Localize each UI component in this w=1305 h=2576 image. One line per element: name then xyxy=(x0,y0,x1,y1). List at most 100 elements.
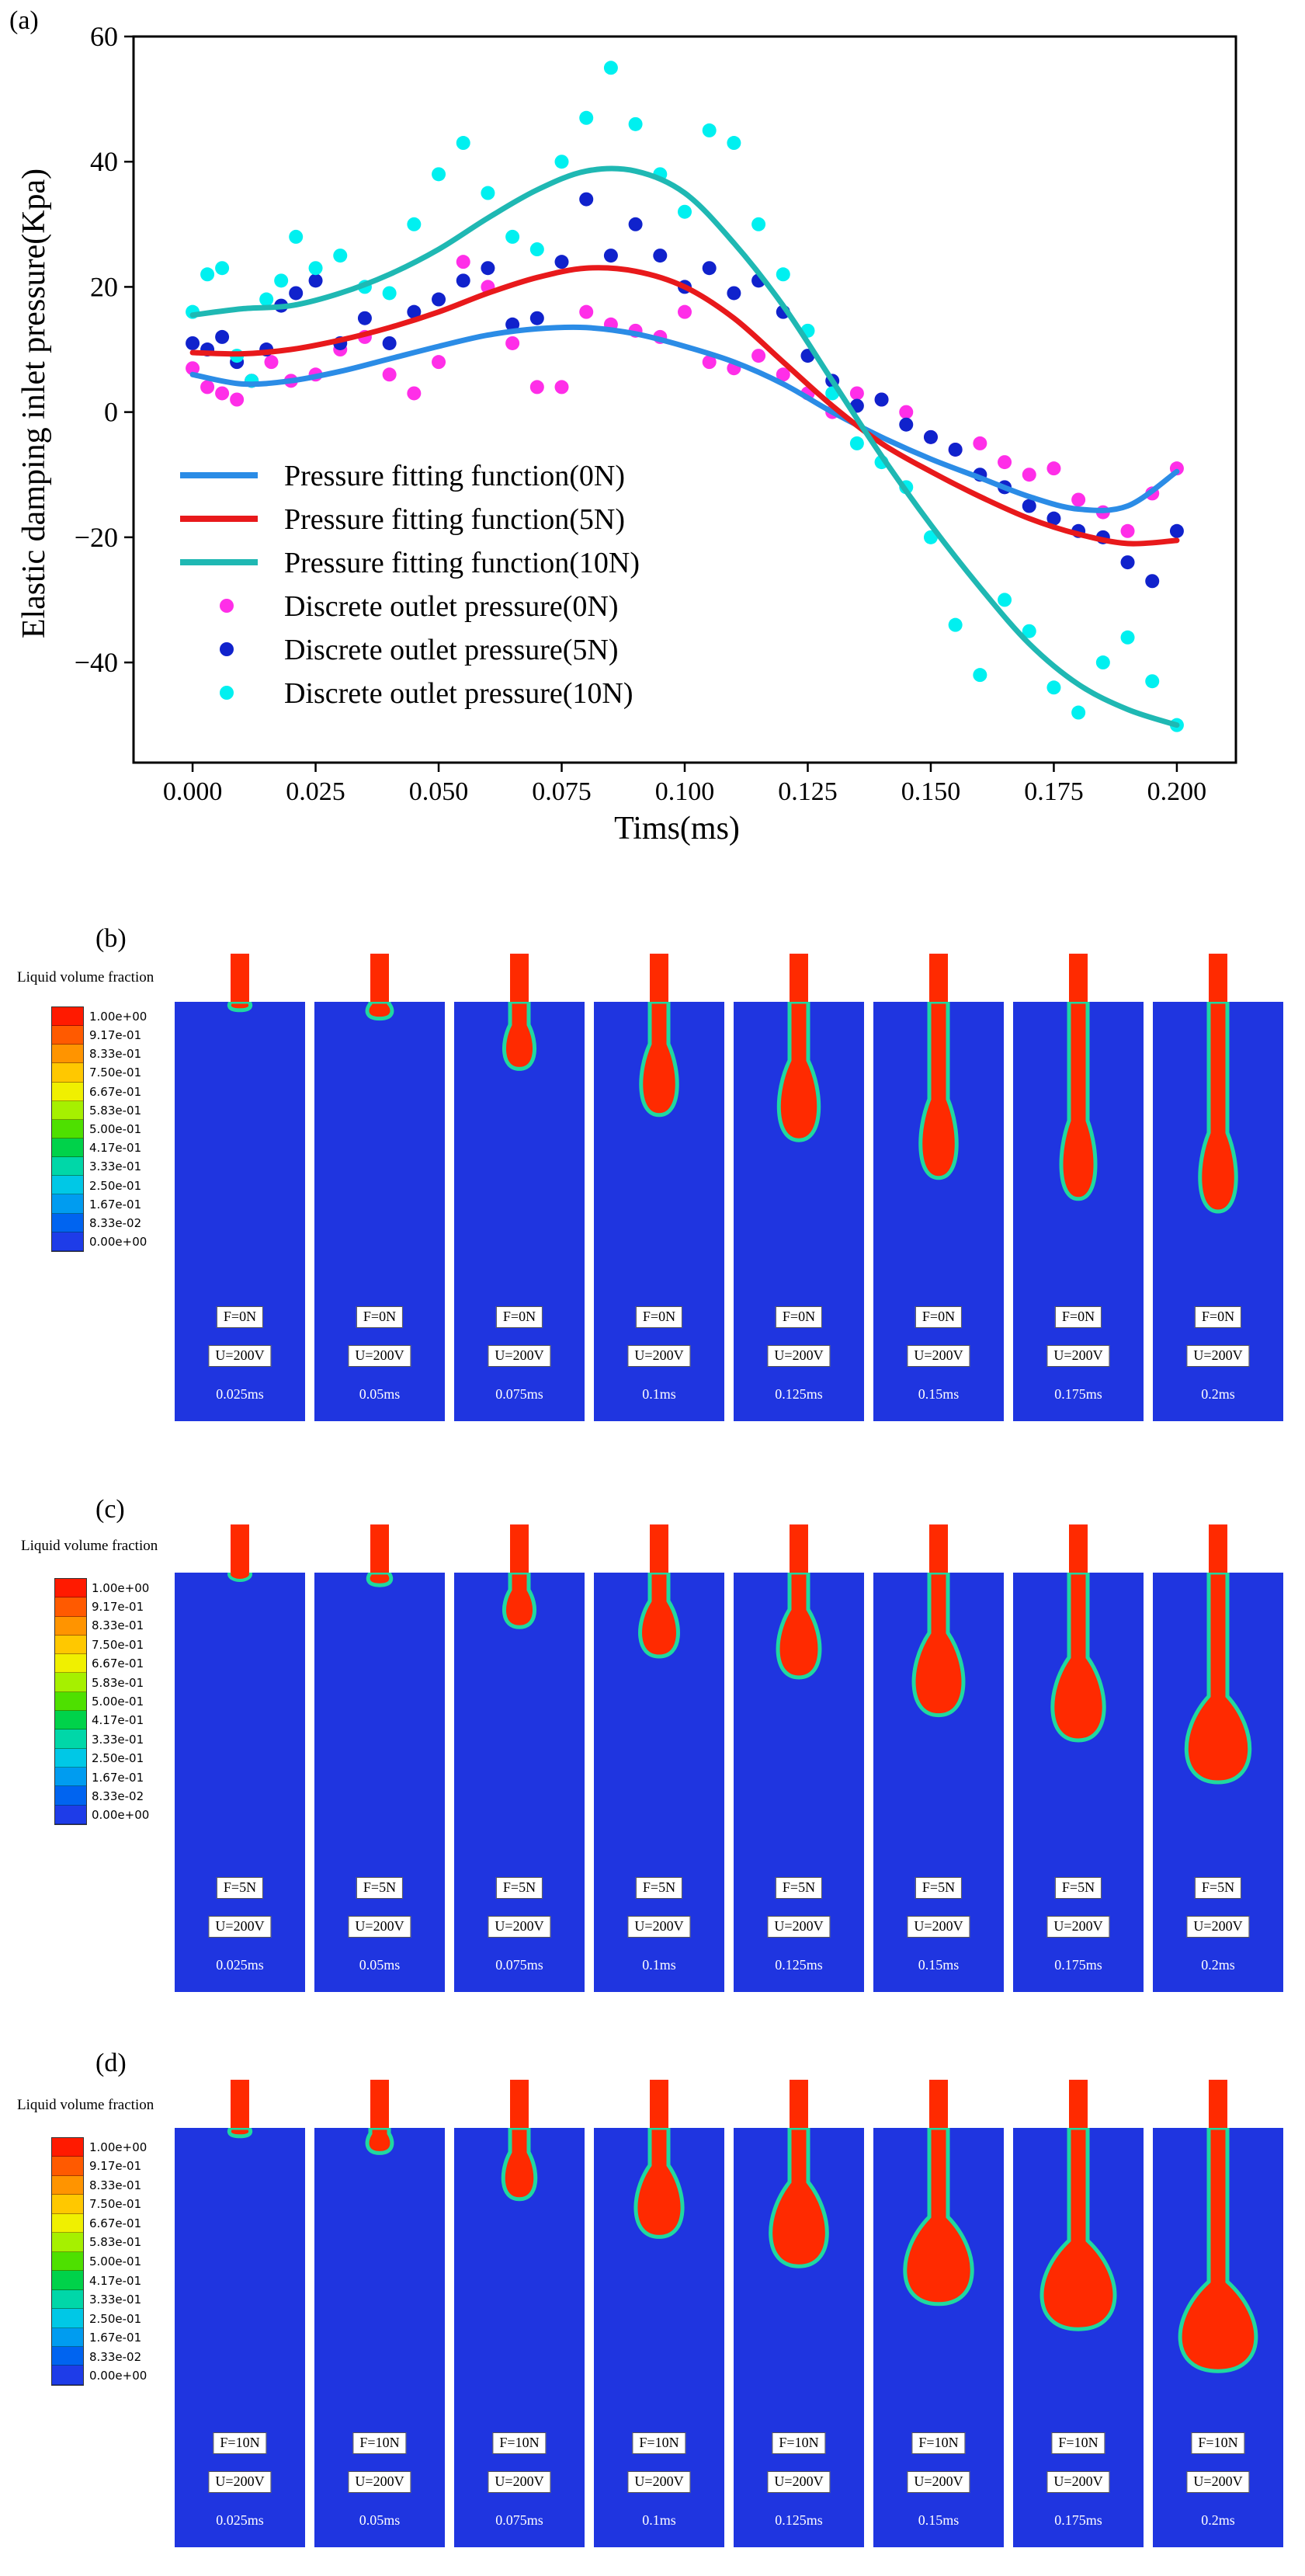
data-point xyxy=(1071,492,1086,507)
time-label: 0.075ms xyxy=(495,1386,543,1402)
jet-shape xyxy=(638,1573,680,1659)
jet-shape xyxy=(365,2128,394,2155)
nozzle-liquid xyxy=(650,954,668,1002)
time-label: 0.125ms xyxy=(775,1957,823,1973)
force-label: F=0N xyxy=(216,1306,264,1328)
time-label: 0.15ms xyxy=(918,1957,960,1973)
data-point xyxy=(554,155,569,169)
nozzle-liquid xyxy=(1069,954,1088,1002)
data-point xyxy=(603,249,618,263)
nozzle-liquid xyxy=(231,1524,249,1573)
colorbar-d xyxy=(51,2137,84,2386)
liquid-jet xyxy=(776,1573,822,1680)
nozzle-liquid xyxy=(1069,1524,1088,1573)
time-label: 0.125ms xyxy=(775,1386,823,1402)
time-label: 0.2ms xyxy=(1201,1386,1235,1402)
voltage-label: U=200V xyxy=(907,1345,970,1367)
simulation-frame: F=0N U=200V 0.1ms xyxy=(594,1002,724,1421)
nozzle-liquid xyxy=(510,2080,529,2128)
simulation-frame: F=0N U=200V 0.2ms xyxy=(1153,1002,1283,1421)
jet-shape xyxy=(776,1002,821,1142)
data-point xyxy=(529,242,544,257)
data-point xyxy=(200,267,215,282)
data-point xyxy=(456,273,470,288)
colorbar-swatch xyxy=(55,1635,86,1655)
simulation-frame: F=10N U=200V 0.1ms xyxy=(594,2128,724,2547)
y-axis-label: Elastic damping inlet pressure(Kpa) xyxy=(16,169,52,638)
data-point xyxy=(923,429,938,444)
colorbar-tick-label: 3.33e-01 xyxy=(89,1159,142,1174)
data-point xyxy=(1145,674,1160,689)
data-point xyxy=(948,442,963,457)
jet-shape xyxy=(365,1002,394,1021)
colorbar-swatch xyxy=(55,1805,86,1824)
colorbar-tick-label: 1.00e+00 xyxy=(89,2140,148,2154)
data-point xyxy=(849,386,864,401)
force-label: F=5N xyxy=(635,1877,683,1899)
data-point xyxy=(702,355,717,370)
jet-shape xyxy=(1039,2128,1117,2331)
voltage-label: U=200V xyxy=(767,1345,831,1367)
data-point xyxy=(289,229,304,244)
colorbar-swatch xyxy=(52,1045,83,1064)
time-label: 0.1ms xyxy=(642,1957,676,1973)
simulation-frame: F=0N U=200V 0.025ms xyxy=(175,1002,305,1421)
x-tick-label: 0.175 xyxy=(1024,777,1084,806)
force-label: F=5N xyxy=(775,1877,823,1899)
y-tick-label: −20 xyxy=(75,522,118,553)
time-label: 0.125ms xyxy=(775,2512,823,2528)
colorbar-swatch xyxy=(55,1730,86,1749)
colorbar-swatch xyxy=(55,1673,86,1692)
force-label: F=10N xyxy=(213,2432,267,2454)
colorbar-swatch xyxy=(55,1616,86,1636)
plot-frame xyxy=(132,35,1237,764)
colorbar-swatch xyxy=(52,2289,83,2310)
time-label: 0.15ms xyxy=(918,1386,960,1402)
voltage-label: U=200V xyxy=(1046,2471,1110,2493)
jet-shape xyxy=(769,2128,829,2268)
colorbar-swatch xyxy=(52,1100,83,1120)
data-point xyxy=(432,292,446,307)
force-label: F=10N xyxy=(352,2432,407,2454)
colorbar-swatch xyxy=(52,1063,83,1083)
simulation-frame: F=10N U=200V 0.125ms xyxy=(734,2128,864,2547)
colorbar-swatch xyxy=(55,1654,86,1674)
data-point xyxy=(481,261,495,276)
nozzle-liquid xyxy=(929,2080,948,2128)
liquid-jet xyxy=(1184,1573,1252,1785)
data-point xyxy=(407,304,422,319)
jet-shape xyxy=(502,1002,537,1071)
data-point xyxy=(308,273,323,288)
x-axis-label: Tims(ms) xyxy=(614,811,740,846)
nozzle-liquid xyxy=(650,1524,668,1573)
force-label: F=0N xyxy=(495,1306,543,1328)
colorbar-tick-label: 7.50e-01 xyxy=(89,2197,142,2212)
legend-marker-swatch xyxy=(220,642,234,656)
colorbar-swatch xyxy=(55,1767,86,1787)
voltage-label: U=200V xyxy=(1186,1345,1250,1367)
data-point xyxy=(215,261,230,276)
voltage-label: U=200V xyxy=(767,2471,831,2493)
force-label: F=0N xyxy=(1054,1306,1102,1328)
colorbar-tick-label: 1.67e-01 xyxy=(92,1770,144,1785)
data-point xyxy=(230,392,245,407)
colorbar-tick-label: 5.83e-01 xyxy=(89,2235,142,2250)
colorbar-swatch xyxy=(52,2195,83,2214)
simulation-frame: F=10N U=200V 0.15ms xyxy=(873,2128,1004,2547)
colorbar-tick-label: 6.67e-01 xyxy=(89,1084,142,1099)
x-tick-label: 0.025 xyxy=(286,777,345,806)
data-point xyxy=(874,392,889,407)
voltage-label: U=200V xyxy=(488,1345,551,1367)
time-label: 0.075ms xyxy=(495,1957,543,1973)
colorbar-swatch xyxy=(52,1007,83,1027)
force-label: F=5N xyxy=(1054,1877,1102,1899)
time-label: 0.025ms xyxy=(216,1957,264,1973)
data-point xyxy=(653,249,668,263)
colorbar-tick-label: 7.50e-01 xyxy=(92,1637,144,1652)
voltage-label: U=200V xyxy=(348,1916,411,1938)
voltage-label: U=200V xyxy=(907,2471,970,2493)
simulation-frame: F=0N U=200V 0.175ms xyxy=(1013,1002,1144,1421)
liquid-jet xyxy=(918,1002,959,1180)
legend-entry: Pressure fitting function(0N) xyxy=(284,460,625,492)
colorbar-tick-label: 9.17e-01 xyxy=(89,2159,142,2174)
